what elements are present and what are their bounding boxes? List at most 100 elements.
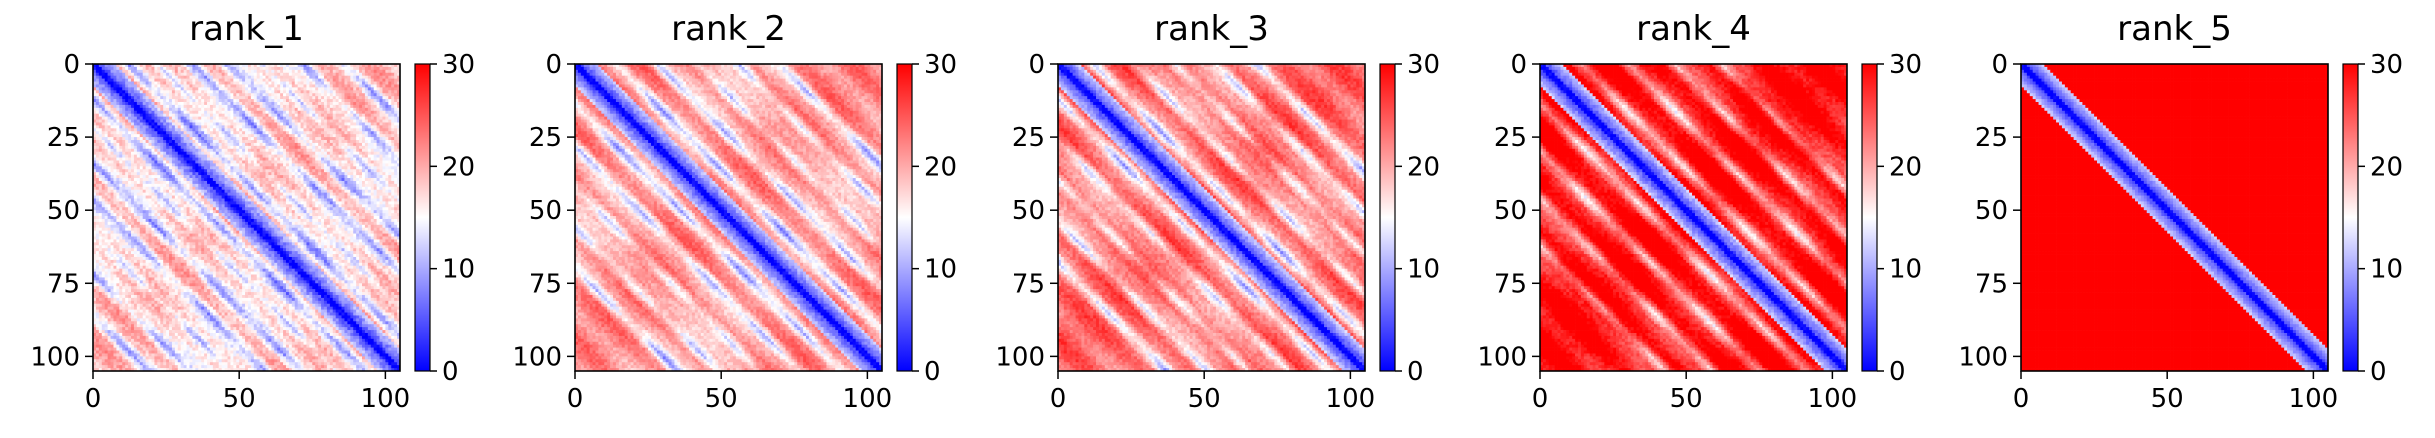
heatmap-cell	[274, 186, 278, 191]
heatmap-cell	[341, 163, 345, 167]
heatmap-cell	[192, 107, 196, 112]
heatmap-cell	[148, 178, 152, 182]
heatmap-cell	[119, 122, 123, 126]
heatmap-cell	[394, 151, 398, 155]
heatmap-cell	[242, 93, 246, 97]
heatmap-cell	[227, 84, 231, 88]
heatmap-cell	[356, 175, 360, 179]
heatmap-cell	[204, 154, 208, 158]
heatmap-cell	[382, 107, 386, 112]
heatmap-cell	[332, 186, 337, 191]
heatmap-cell	[174, 145, 179, 150]
heatmap-cell	[332, 110, 337, 115]
heatmap-cell	[198, 87, 202, 91]
heatmap-cell	[157, 119, 161, 123]
heatmap-cell	[326, 102, 331, 106]
heatmap-cell	[391, 160, 395, 164]
heatmap-cell	[385, 66, 389, 71]
heatmap-cell	[113, 192, 117, 196]
heatmap-cell	[373, 134, 377, 138]
heatmap-cell	[151, 201, 155, 205]
heatmap-cell	[262, 137, 266, 141]
heatmap-cell	[180, 84, 184, 88]
heatmap-cell	[329, 107, 334, 112]
heatmap-cell	[233, 151, 237, 155]
heatmap-cell	[215, 186, 220, 191]
heatmap-cell	[195, 195, 199, 199]
heatmap-cell	[379, 90, 383, 94]
heatmap-cell	[300, 160, 304, 164]
heatmap-cell	[253, 145, 258, 150]
heatmap-cell	[361, 163, 366, 167]
heatmap-cell	[245, 201, 249, 205]
heatmap-cell	[218, 119, 222, 123]
heatmap-cell	[291, 145, 296, 150]
heatmap-cell	[104, 72, 108, 77]
heatmap-cell	[125, 172, 129, 176]
heatmap-cell	[323, 125, 328, 129]
heatmap-cell	[277, 107, 281, 112]
heatmap-cell	[218, 178, 222, 182]
heatmap-cell	[110, 151, 114, 155]
heatmap-cell	[297, 154, 301, 158]
heatmap-cell	[212, 125, 217, 129]
heatmap-cell	[315, 134, 319, 138]
heatmap-cell	[356, 96, 360, 100]
heatmap-cell	[271, 113, 275, 117]
heatmap-cell	[373, 113, 377, 117]
heatmap-cell	[309, 183, 313, 188]
heatmap-cell	[315, 178, 319, 182]
heatmap-cell	[186, 157, 190, 161]
heatmap-cell	[209, 172, 214, 176]
heatmap-cell	[110, 172, 114, 176]
heatmap-cell	[271, 81, 275, 85]
heatmap-cell	[171, 198, 176, 202]
heatmap-cell	[157, 201, 161, 205]
heatmap-cell	[131, 75, 135, 79]
heatmap-cell	[350, 119, 354, 123]
heatmap-cell	[104, 142, 108, 147]
heatmap-cell	[221, 148, 225, 153]
heatmap-cell	[271, 142, 275, 147]
heatmap-cell	[332, 113, 337, 117]
heatmap-cell	[221, 128, 225, 132]
heatmap-cell	[250, 157, 255, 161]
heatmap-cell	[177, 93, 182, 97]
heatmap-cell	[224, 172, 228, 176]
heatmap-cell	[169, 180, 173, 185]
heatmap-cell	[227, 90, 231, 94]
heatmap-cell	[326, 81, 331, 85]
heatmap-cell	[376, 119, 380, 123]
heatmap-cell	[262, 113, 266, 117]
heatmap-cell	[195, 145, 199, 150]
heatmap-cell	[291, 169, 296, 173]
heatmap-cell	[373, 183, 377, 188]
heatmap-cell	[131, 81, 135, 85]
heatmap-cell	[192, 116, 196, 120]
heatmap-cell	[370, 87, 375, 91]
heatmap-cell	[382, 64, 386, 68]
heatmap-cell	[142, 78, 146, 82]
heatmap-cell	[122, 186, 126, 191]
heatmap-cell	[116, 172, 120, 176]
heatmap-cell	[367, 134, 372, 138]
heatmap-cell	[189, 192, 193, 196]
heatmap-cell	[250, 99, 255, 103]
heatmap-cell	[394, 125, 398, 129]
heatmap-cell	[344, 72, 348, 77]
heatmap-cell	[242, 189, 246, 193]
heatmap-cell	[397, 160, 401, 164]
heatmap-cell	[300, 102, 304, 106]
heatmap-cell	[107, 87, 111, 91]
heatmap-cell	[397, 87, 401, 91]
heatmap-cell	[364, 69, 369, 74]
heatmap-cell	[133, 186, 138, 191]
heatmap-cell	[186, 131, 190, 135]
heatmap-cell	[125, 142, 129, 147]
heatmap-cell	[128, 137, 132, 141]
heatmap-cell	[189, 175, 193, 179]
heatmap-cell	[315, 99, 319, 103]
heatmap-cell	[163, 198, 167, 202]
heatmap-cell	[148, 84, 152, 88]
heatmap-cell	[160, 107, 164, 112]
